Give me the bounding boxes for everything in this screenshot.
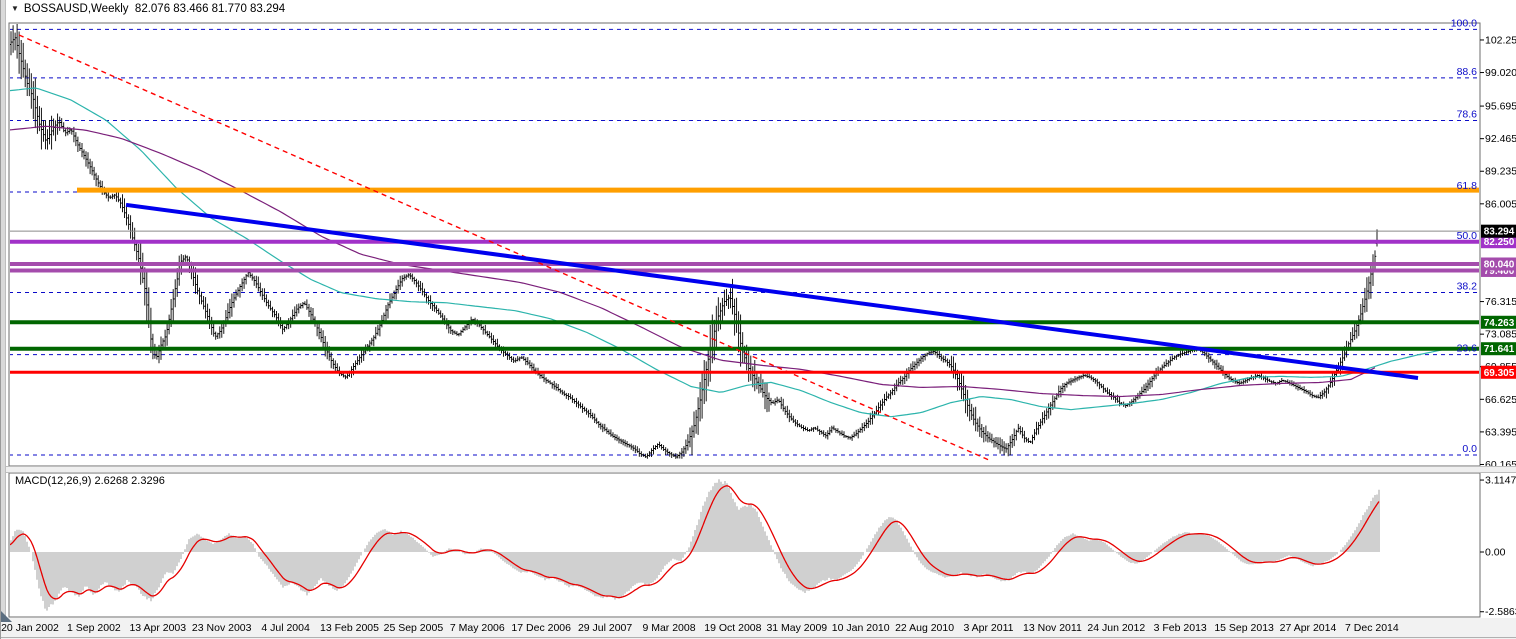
y-axis-label: 66.625 <box>1485 394 1516 406</box>
date-label: 15 Sep 2013 <box>1214 622 1274 634</box>
fib-level-label: 0.0 <box>1462 443 1477 455</box>
price-marker-69.305-label: 69.305 <box>1484 368 1515 379</box>
macd-axis-label: 0.00 <box>1485 547 1506 559</box>
macd-indicator-title: MACD(12,26,9) 2.6268 2.3296 <box>15 475 165 487</box>
fib-level-label: 100.0 <box>1451 17 1477 29</box>
scroll-corner-marker[interactable] <box>1 611 12 622</box>
date-label: 7 May 2006 <box>450 622 505 634</box>
macd-chart-layer <box>10 479 1380 611</box>
price-marker-80.040-box <box>1481 257 1516 271</box>
macd-axis-label: 3.1147 <box>1485 475 1516 487</box>
blue-downtrend[interactable] <box>125 202 1419 380</box>
symbol-title: BOSSAUSD,Weekly <box>23 3 129 15</box>
fib-level-label: 61.8 <box>1457 180 1478 192</box>
main-chart-layer <box>10 24 1479 462</box>
date-label: 31 May 2009 <box>766 622 827 634</box>
price-marker-80.040-label: 80.040 <box>1484 259 1515 270</box>
current-price-label: 83.294 <box>1484 227 1515 238</box>
price-marker-74.263-box <box>1481 315 1516 329</box>
dropdown-triangle-icon[interactable]: ▼ <box>11 4 19 13</box>
date-label: 20 Jan 2002 <box>1 622 59 634</box>
ohlc-readout: 82.076 83.466 81.770 83.294 <box>134 3 286 15</box>
date-label: 7 Dec 2014 <box>1345 622 1399 634</box>
date-label: 22 Aug 2010 <box>895 622 954 634</box>
date-label: 27 Apr 2014 <box>1280 622 1337 634</box>
macd-histogram <box>10 479 1380 611</box>
pane-splitter[interactable] <box>6 466 1516 473</box>
date-label: 1 Sep 2002 <box>67 622 121 634</box>
chart-header: ▼ BOSSAUSD,Weekly 82.076 83.466 81.770 83… <box>11 3 285 19</box>
y-axis-label: 92.465 <box>1485 133 1516 145</box>
fib-level-label: 23.6 <box>1457 343 1478 355</box>
current-price-box <box>1481 224 1516 238</box>
date-label: 23 Nov 2003 <box>192 622 252 634</box>
y-axis-label: 95.695 <box>1485 101 1516 113</box>
date-label: 13 Nov 2011 <box>1023 622 1082 634</box>
red-dashed-downtrend[interactable] <box>18 34 992 462</box>
date-label: 13 Apr 2003 <box>129 622 186 634</box>
date-label: 13 Feb 2005 <box>320 622 379 634</box>
macd-axis-label: -2.5863 <box>1485 606 1516 618</box>
y-axis-label: 73.085 <box>1485 329 1516 341</box>
time-scale[interactable] <box>1 618 1516 639</box>
date-label: 10 Jan 2010 <box>832 622 890 634</box>
date-label: 25 Sep 2005 <box>384 622 444 634</box>
date-label: 3 Apr 2011 <box>963 622 1013 634</box>
date-label: 29 Jul 2007 <box>578 622 632 634</box>
macd-signal-line <box>10 485 1380 600</box>
date-label: 9 Mar 2008 <box>642 622 695 634</box>
y-axis-label: 86.005 <box>1485 198 1516 210</box>
date-label: 3 Feb 2013 <box>1154 622 1207 634</box>
date-label: 24 Jun 2012 <box>1087 622 1145 634</box>
price-marker-79.400-label: 79.400 <box>1484 266 1515 277</box>
fast-moving-average <box>10 87 1452 418</box>
y-axis-label: 63.395 <box>1485 426 1516 438</box>
fib-level-label: 38.2 <box>1457 280 1478 292</box>
y-axis-label: 89.235 <box>1485 166 1516 178</box>
price-scale[interactable] <box>1481 0 1516 617</box>
window-left-border <box>1 0 6 639</box>
price-marker-69.305-box <box>1481 365 1516 379</box>
main-plot-area[interactable] <box>8 22 1481 467</box>
macd-label: MACD(12,26,9) <box>15 475 92 487</box>
price-marker-82.250-box <box>1481 235 1516 249</box>
fib-level-label: 88.6 <box>1457 66 1478 78</box>
fib-level-label: 50.0 <box>1457 230 1478 242</box>
y-axis-label: 102.250 <box>1485 34 1516 46</box>
fib-level-label: 78.6 <box>1457 108 1478 120</box>
price-marker-82.250-label: 82.250 <box>1484 237 1515 248</box>
y-axis-label: 99.020 <box>1485 67 1516 79</box>
price-marker-74.263-label: 74.263 <box>1484 318 1515 329</box>
macd-values: 2.6268 2.3296 <box>94 475 165 487</box>
price-marker-71.641-label: 71.641 <box>1484 344 1515 355</box>
date-label: 19 Oct 2008 <box>704 622 761 634</box>
price-marker-71.641-box <box>1481 342 1516 356</box>
date-label: 17 Dec 2006 <box>511 622 571 634</box>
date-label: 4 Jul 2004 <box>261 622 310 634</box>
y-axis-label: 76.315 <box>1485 296 1516 308</box>
